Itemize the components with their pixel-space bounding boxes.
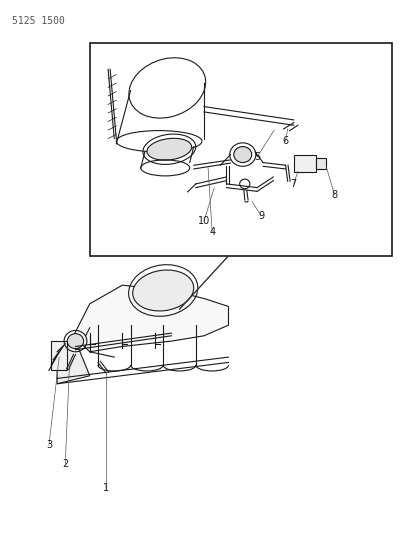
- Text: 7: 7: [290, 179, 297, 189]
- PathPatch shape: [73, 285, 228, 352]
- FancyBboxPatch shape: [51, 341, 67, 370]
- Ellipse shape: [234, 147, 252, 163]
- Text: 8: 8: [331, 190, 338, 199]
- Text: 2: 2: [62, 459, 69, 469]
- FancyBboxPatch shape: [294, 155, 316, 172]
- Text: 3: 3: [46, 440, 52, 450]
- Text: 5125 1500: 5125 1500: [12, 16, 65, 26]
- Text: 1: 1: [103, 483, 109, 492]
- Text: 5: 5: [254, 152, 260, 162]
- Text: 9: 9: [258, 211, 264, 221]
- Text: 6: 6: [282, 136, 289, 146]
- Ellipse shape: [67, 334, 84, 349]
- Text: 10: 10: [198, 216, 210, 226]
- Ellipse shape: [133, 270, 194, 311]
- FancyBboxPatch shape: [316, 158, 326, 169]
- Ellipse shape: [147, 139, 192, 160]
- Text: 4: 4: [209, 227, 215, 237]
- PathPatch shape: [57, 336, 90, 384]
